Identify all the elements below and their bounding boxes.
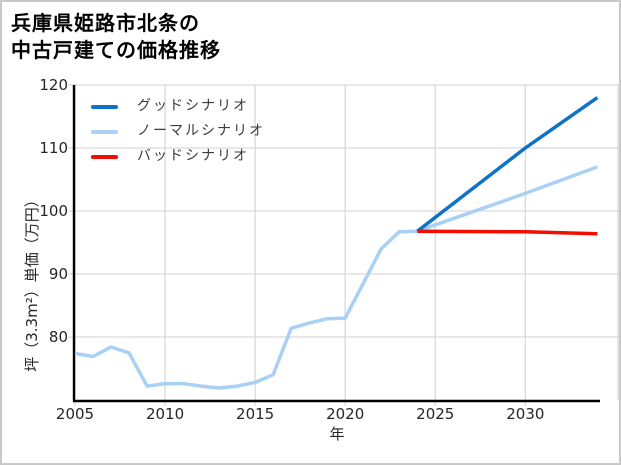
y-tick-label: 80: [48, 328, 68, 346]
legend-label: グッドシナリオ: [137, 98, 249, 114]
y-tick-label: 110: [39, 139, 68, 157]
chart-title-line1: 兵庫県姫路市北条の: [11, 11, 200, 35]
y-tick-label: 100: [39, 202, 68, 220]
legend-swatch: [91, 105, 118, 109]
series-line-0: [74, 165, 599, 390]
series-line-1: [416, 96, 599, 233]
legend-label: バッドシナリオ: [137, 148, 249, 164]
x-tick-label: 2025: [416, 405, 455, 423]
x-tick-label: 2015: [236, 405, 275, 423]
x-tick-label: 2005: [55, 405, 95, 423]
x-tick-label: 2020: [326, 405, 365, 423]
y-tick-label: 120: [39, 76, 68, 94]
x-tick-label: 2010: [145, 405, 185, 423]
legend-swatch: [91, 130, 118, 134]
legend-label: ノーマルシナリオ: [137, 123, 265, 139]
chart-title: 兵庫県姫路市北条の 中古戸建ての価格推移: [11, 10, 221, 64]
x-tick-label: 2030: [506, 405, 545, 423]
legend-swatch: [91, 155, 118, 159]
x-axis-label: 年: [329, 425, 345, 443]
y-tick-label: 90: [48, 265, 68, 283]
series-line-2: [417, 229, 598, 236]
chart-title-line2: 中古戸建ての価格推移: [11, 38, 221, 62]
